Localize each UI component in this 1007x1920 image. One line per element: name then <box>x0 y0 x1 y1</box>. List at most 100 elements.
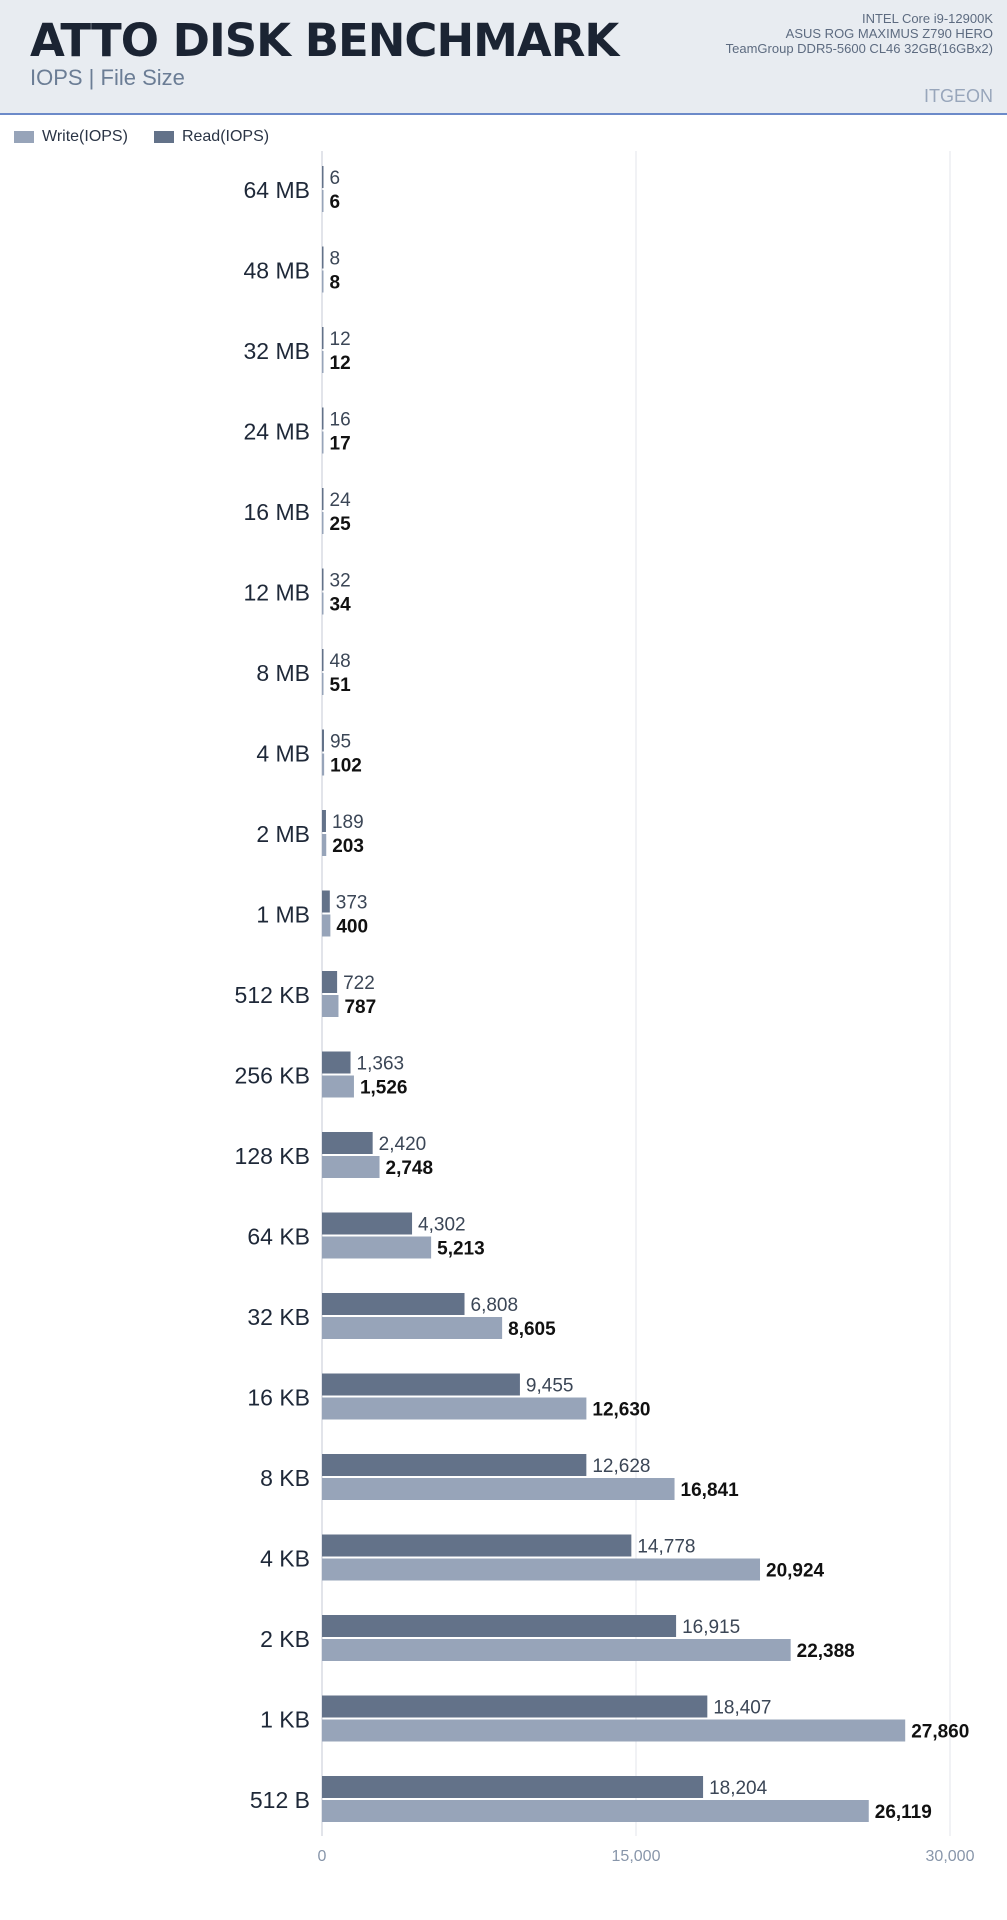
write-value-label: 787 <box>344 997 376 1018</box>
write-value-label: 17 <box>330 434 351 455</box>
read-bar <box>322 1293 465 1315</box>
read-bar <box>322 971 338 993</box>
read-bar <box>322 1373 520 1396</box>
category-label: 24 MB <box>244 419 310 445</box>
read-value-label: 722 <box>343 973 375 994</box>
read-value-label: 8 <box>330 249 341 270</box>
write-value-label: 34 <box>330 595 352 616</box>
write-bar <box>322 431 324 454</box>
legend-label-read: Read(IOPS) <box>181 128 270 145</box>
category-label: 32 KB <box>247 1304 310 1330</box>
read-bar <box>322 568 324 591</box>
category-label: 128 KB <box>235 1143 310 1169</box>
legend-item-write: Write(IOPS) <box>14 128 128 146</box>
write-bar <box>322 1317 503 1339</box>
category-label: 12 MB <box>244 580 310 606</box>
write-value-label: 22,388 <box>797 1641 855 1662</box>
write-bar <box>322 1075 354 1098</box>
write-value-label: 51 <box>330 675 352 696</box>
write-bar <box>322 834 327 856</box>
category-label: 16 MB <box>244 499 310 525</box>
write-value-label: 400 <box>336 917 368 938</box>
write-bar <box>322 1236 432 1259</box>
read-value-label: 2,420 <box>379 1134 427 1155</box>
write-value-label: 5,213 <box>437 1239 485 1260</box>
category-label: 256 KB <box>235 1063 310 1089</box>
spec-memory: TeamGroup DDR5-5600 CL46 32GB(16GBx2) <box>725 41 993 56</box>
category-label: 4 MB <box>256 741 310 767</box>
read-value-label: 48 <box>330 651 351 672</box>
read-value-label: 12,628 <box>592 1456 650 1477</box>
brand-label: ITGEON <box>923 86 993 106</box>
category-label: 4 KB <box>260 1546 310 1572</box>
category-label: 1 KB <box>260 1707 310 1733</box>
read-value-label: 189 <box>332 812 364 833</box>
read-value-label: 9,455 <box>526 1376 574 1397</box>
read-bar <box>322 890 330 913</box>
write-bar <box>322 512 324 534</box>
read-value-label: 4,302 <box>418 1215 466 1236</box>
legend: Write(IOPS) Read(IOPS) <box>14 128 269 146</box>
write-value-label: 16,841 <box>681 1480 740 1501</box>
write-value-label: 12,630 <box>592 1400 650 1421</box>
write-bar <box>322 753 325 776</box>
write-value-label: 20,924 <box>766 1561 825 1582</box>
read-value-label: 6 <box>330 168 341 189</box>
x-tick-label: 0 <box>318 1848 327 1865</box>
read-bar <box>322 327 324 349</box>
category-label: 1 MB <box>256 902 310 928</box>
read-value-label: 14,778 <box>637 1537 695 1558</box>
write-bar <box>322 1397 587 1420</box>
read-bar <box>322 729 324 752</box>
category-label: 512 B <box>250 1787 310 1813</box>
write-bar <box>322 1156 380 1178</box>
read-value-label: 32 <box>330 571 351 592</box>
category-label: 2 MB <box>256 821 310 847</box>
legend-swatch-read <box>153 131 174 143</box>
write-bar <box>322 592 324 615</box>
write-value-label: 27,860 <box>911 1722 969 1743</box>
read-bar <box>322 810 326 832</box>
write-bar <box>322 351 324 373</box>
write-value-label: 102 <box>330 756 362 777</box>
category-label: 64 MB <box>244 177 310 203</box>
system-specs: INTEL Core i9-12900K ASUS ROG MAXIMUS Z7… <box>726 11 993 56</box>
write-bar <box>322 270 324 293</box>
write-value-label: 8 <box>330 273 341 294</box>
write-bar <box>322 1800 869 1822</box>
read-value-label: 6,808 <box>471 1295 519 1316</box>
read-bar <box>322 166 324 188</box>
category-label: 8 KB <box>260 1465 310 1491</box>
read-bar <box>322 1776 704 1798</box>
write-bar <box>322 673 324 695</box>
write-value-label: 12 <box>330 353 351 374</box>
chart-title: ATTO DISK BENCHMARK <box>30 14 619 67</box>
read-value-label: 16,915 <box>682 1617 740 1638</box>
write-value-label: 203 <box>332 836 364 857</box>
category-label: 8 MB <box>256 660 310 686</box>
write-bar <box>322 914 331 937</box>
read-bar <box>322 1615 677 1637</box>
read-value-label: 1,363 <box>357 1054 405 1075</box>
read-bar <box>322 246 324 269</box>
spec-motherboard: ASUS ROG MAXIMUS Z790 HERO <box>785 26 993 41</box>
spec-cpu: INTEL Core i9-12900K <box>861 11 993 26</box>
header: ATTO DISK BENCHMARK IOPS | File Size INT… <box>0 0 1007 115</box>
read-bar <box>322 1695 708 1718</box>
write-value-label: 1,526 <box>360 1078 408 1099</box>
write-bar <box>322 995 339 1017</box>
write-value-label: 26,119 <box>875 1802 932 1823</box>
read-value-label: 24 <box>330 490 352 511</box>
category-label: 2 KB <box>260 1626 310 1652</box>
category-label: 48 MB <box>244 258 310 284</box>
read-bar <box>322 1534 632 1557</box>
category-label: 32 MB <box>244 338 310 364</box>
chart-subtitle: IOPS | File Size <box>30 65 185 90</box>
read-bar <box>322 488 324 510</box>
read-bar <box>322 1212 413 1235</box>
write-bar <box>322 1719 906 1742</box>
legend-swatch-write <box>14 131 34 143</box>
read-value-label: 95 <box>330 732 351 753</box>
write-bar <box>322 1639 791 1661</box>
